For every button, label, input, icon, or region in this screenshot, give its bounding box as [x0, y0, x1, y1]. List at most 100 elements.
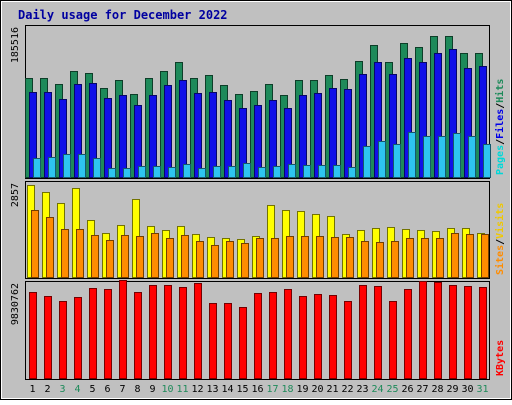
panel-legend: Pages/Files/Hits: [494, 79, 506, 175]
series-pages: [33, 132, 491, 178]
pages-bar: [483, 144, 491, 178]
pages-bar: [78, 154, 86, 178]
kbytes-bar: [314, 294, 322, 379]
panel-requests: 185516 Pages/Files/Hits: [10, 25, 506, 179]
sites-bar: [46, 217, 54, 278]
pages-bar: [408, 132, 416, 178]
x-tick-label: 9: [149, 384, 155, 395]
pages-bar: [168, 167, 176, 178]
kbytes-bar: [89, 288, 97, 379]
sites-bar: [76, 229, 84, 278]
sites-bar: [31, 210, 39, 278]
sites-bar: [286, 236, 294, 278]
kbytes-bar: [29, 292, 37, 379]
sites-bar: [391, 241, 399, 278]
panel-max-label: 185516: [10, 27, 21, 63]
pages-bar: [198, 168, 206, 178]
x-tick-label: 30: [461, 384, 473, 395]
legend-files: Files: [494, 109, 506, 139]
x-tick-label: 15: [236, 384, 248, 395]
files-bar: [164, 85, 172, 178]
panel-visits: 2857 Sites/Visits: [10, 181, 506, 279]
pages-bar: [438, 136, 446, 178]
kbytes-bar: [44, 296, 52, 379]
panel-kbytes: 9830762 KBytes: [10, 280, 506, 380]
sites-bar: [316, 236, 324, 278]
files-bar: [149, 95, 157, 178]
kbytes-bar: [464, 286, 472, 379]
kbytes-bar: [224, 303, 232, 379]
kbytes-bar: [149, 285, 157, 379]
legend-pages: Pages: [495, 145, 506, 175]
files-bar: [269, 100, 277, 178]
kbytes-bar: [194, 283, 202, 379]
files-bar: [209, 92, 217, 178]
sites-bar: [436, 238, 444, 278]
sites-bar: [481, 234, 489, 278]
kbytes-bar: [389, 301, 397, 379]
sites-bar: [136, 236, 144, 278]
sites-bar: [466, 234, 474, 278]
x-tick-label: 27: [416, 384, 428, 395]
kbytes-bar: [404, 289, 412, 379]
files-bar: [344, 89, 352, 178]
x-tick-label: 24: [371, 384, 383, 395]
panel-legend: Sites/Visits: [494, 203, 506, 275]
kbytes-bar: [179, 287, 187, 379]
sites-bar: [166, 238, 174, 278]
pages-bar: [33, 158, 41, 178]
x-tick-label: 25: [386, 384, 398, 395]
pages-bar: [138, 166, 146, 178]
pages-bar: [228, 166, 236, 178]
kbytes-bar: [119, 280, 127, 379]
pages-bar: [48, 157, 56, 178]
sites-bar: [181, 235, 189, 278]
sites-bar: [421, 238, 429, 278]
kbytes-bar: [59, 301, 67, 379]
legend-sites: Sites: [494, 245, 506, 275]
x-tick-label: 7: [119, 384, 125, 395]
pages-bar: [288, 164, 296, 178]
files-bar: [194, 93, 202, 178]
pages-bar: [423, 136, 431, 178]
pages-bar: [183, 164, 191, 178]
pages-bar: [108, 168, 116, 178]
sites-bar: [346, 237, 354, 278]
sites-bar: [376, 242, 384, 278]
x-tick-label: 5: [89, 384, 95, 395]
pages-bar: [93, 158, 101, 178]
x-tick-label: 31: [476, 384, 488, 395]
sites-bar: [331, 237, 339, 278]
files-bar: [254, 105, 262, 178]
kbytes-bar: [419, 281, 427, 379]
pages-bar: [303, 165, 311, 178]
files-bar: [314, 93, 322, 178]
sites-bar: [301, 236, 309, 278]
x-tick-label: 4: [74, 384, 80, 395]
pages-bar: [243, 163, 251, 178]
legend-separator: /: [495, 139, 506, 145]
pages-bar: [153, 166, 161, 178]
chart-title: Daily usage for December 2022: [18, 8, 228, 22]
x-tick-label: 19: [296, 384, 308, 395]
kbytes-bar: [344, 301, 352, 379]
kbytes-bar: [449, 285, 457, 379]
sites-bar: [106, 240, 114, 278]
kbytes-bar: [104, 289, 112, 379]
kbytes-bar: [299, 296, 307, 379]
series-files: [29, 49, 487, 178]
pages-bar: [123, 168, 131, 178]
pages-bar: [348, 167, 356, 178]
sites-bar: [256, 238, 264, 278]
kbytes-bar: [359, 285, 367, 379]
panel-max-label: 2857: [10, 183, 21, 207]
legend-separator: /: [495, 239, 506, 245]
series-sites: [31, 210, 489, 278]
sites-bar: [211, 245, 219, 278]
files-bar: [104, 98, 112, 178]
x-tick-label: 29: [446, 384, 458, 395]
files-bar: [119, 95, 127, 178]
panel-max-label: 9830762: [10, 283, 21, 325]
